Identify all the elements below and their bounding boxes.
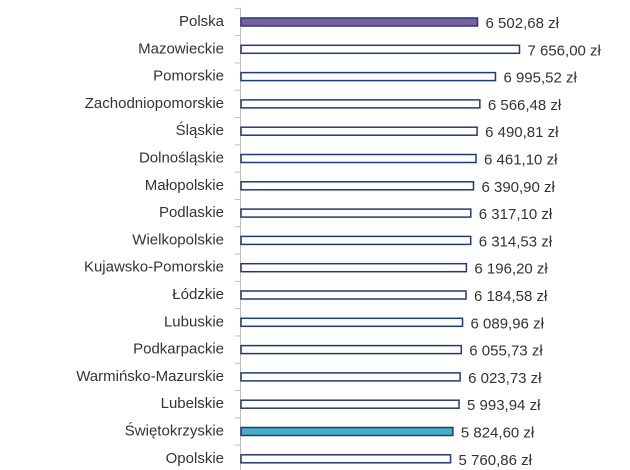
bar [240,235,472,246]
category-label: Świętokrzyskie [125,421,224,439]
value-label: 6 184,58 zł [474,288,548,305]
bar [240,208,472,218]
value-label: 6 055,73 zł [469,343,543,360]
value-label: 7 656,00 zł [527,42,601,59]
value-label: 6 023,73 zł [468,370,542,387]
category-label: Polska [179,13,225,30]
value-label: 6 390,90 zł [481,179,555,196]
category-label: Łódzkie [172,286,224,303]
bar [240,344,463,355]
value-label: 6 490,81 zł [485,124,559,141]
bar [240,17,479,27]
category-label: Podlaskie [159,204,224,221]
bar [240,426,454,437]
value-label: 5 760,86 zł [459,452,533,469]
bar [240,99,481,109]
value-label: 6 502,68 zł [486,15,560,32]
bar [240,372,461,382]
bar [240,126,478,136]
bar [240,317,464,328]
bar [240,290,467,300]
category-label: Małopolskie [145,177,224,194]
value-label: 5 824,60 zł [461,424,535,441]
category-label: Wielkopolskie [132,231,224,248]
category-label: Zachodniopomorskie [85,95,224,112]
category-label: Kujawsko-Pomorskie [84,259,224,276]
bar [240,44,521,55]
bar [240,399,460,409]
category-label: Podkarpackie [133,341,224,358]
bar [240,262,468,273]
bar [240,454,452,464]
value-label: 6 317,10 zł [479,206,553,223]
bar [240,153,477,164]
category-label: Opolskie [166,450,224,467]
value-label: 6 995,52 zł [503,70,577,87]
value-label: 5 993,94 zł [467,397,541,414]
category-label: Dolnośląskie [139,149,224,166]
value-label: 6 089,96 zł [471,315,545,332]
value-label: 6 314,53 zł [479,233,553,250]
category-label: Lubuskie [164,313,224,330]
value-label: 6 196,20 zł [474,261,548,278]
category-label: Mazowieckie [138,40,224,57]
value-label: 6 566,48 zł [488,97,562,114]
bar [240,181,475,191]
category-label: Warmińsko-Mazurskie [76,368,224,385]
bar [240,71,497,82]
value-label: 6 461,10 zł [484,151,558,168]
category-label: Lubelskie [161,395,224,412]
category-label: Pomorskie [153,68,224,85]
category-label: Śląskie [176,121,224,139]
